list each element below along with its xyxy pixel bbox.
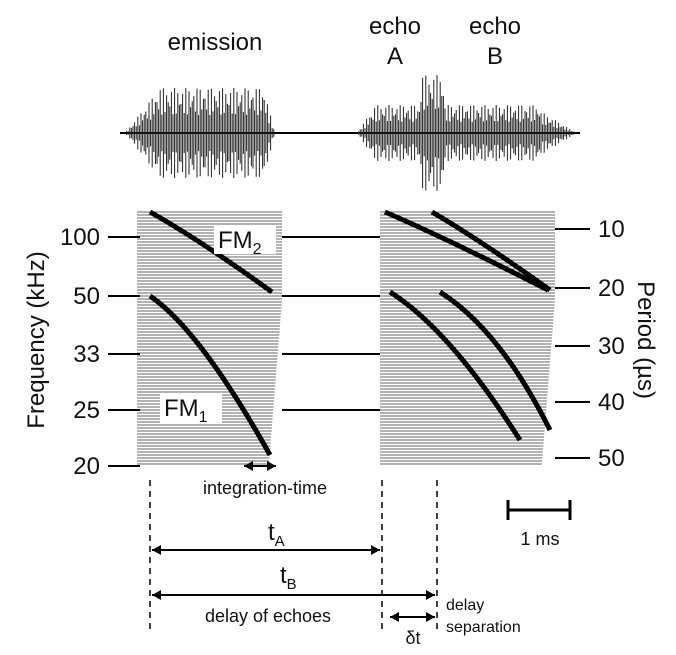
scale-bar	[506, 500, 572, 520]
graphics	[120, 75, 580, 632]
left-tick-label: 33	[73, 341, 100, 368]
waveform	[126, 88, 275, 178]
harmonic-sweep	[430, 209, 552, 293]
left-axis-title: Frequency (kHz)	[23, 251, 50, 428]
harmonic-sweep	[384, 209, 550, 293]
axis-ticks: 100 10 50 20 33 30 25 40 20 50	[60, 216, 625, 480]
arrow-head	[390, 612, 435, 622]
delay-of-echoes-label: delay of echoes	[205, 606, 331, 626]
t-a-main: t	[268, 519, 275, 546]
fm2-sub: 2	[253, 241, 262, 258]
fm2-label: FM2	[218, 227, 262, 258]
right-tick-label: 10	[598, 216, 625, 243]
t-a-label: tA	[268, 519, 285, 550]
scale-bar-label: 1 ms	[520, 529, 559, 549]
left-tick-label: 50	[73, 283, 100, 310]
fm2-main: FM	[218, 227, 253, 254]
fm1-main: FM	[164, 395, 199, 422]
right-tick-label: 30	[598, 333, 625, 360]
echo-a-label: echo	[369, 13, 421, 40]
spectrogram	[380, 211, 555, 465]
integration-time-label: integration-time	[203, 478, 327, 498]
harmonic-sweep	[148, 293, 273, 457]
t-b-sub: B	[287, 576, 297, 593]
delta-t-label: δt	[405, 628, 420, 648]
harmonic-sweep	[438, 289, 553, 432]
echo-a-label: A	[387, 43, 403, 70]
right-tick-label: 50	[598, 445, 625, 472]
delay-separation-label: separation	[446, 619, 521, 636]
t-b-main: t	[280, 562, 287, 589]
echo-b-label: B	[487, 43, 503, 70]
t-a-sub: A	[275, 533, 285, 550]
delay-separation-label: delay	[446, 597, 484, 614]
fm1-label: FM1	[164, 395, 208, 426]
arrow-head	[244, 461, 276, 471]
right-tick-label: 20	[598, 275, 625, 302]
echo-b-label: echo	[469, 13, 521, 40]
fm1-label: FM1	[160, 394, 222, 426]
left-tick-label: 20	[73, 453, 100, 480]
harmonic-sweep	[388, 289, 523, 442]
right-axis-title: Period (µs)	[632, 281, 659, 399]
emission-label: emission	[168, 29, 263, 56]
left-tick-label: 100	[60, 224, 100, 251]
waveform	[358, 75, 577, 191]
harmonic-sweep	[148, 209, 274, 295]
right-tick-label: 40	[598, 389, 625, 416]
left-tick-label: 25	[73, 397, 100, 424]
t-b-label: tB	[280, 562, 297, 593]
fm2-label: FM2	[214, 226, 276, 258]
fm1-sub: 1	[199, 409, 208, 426]
